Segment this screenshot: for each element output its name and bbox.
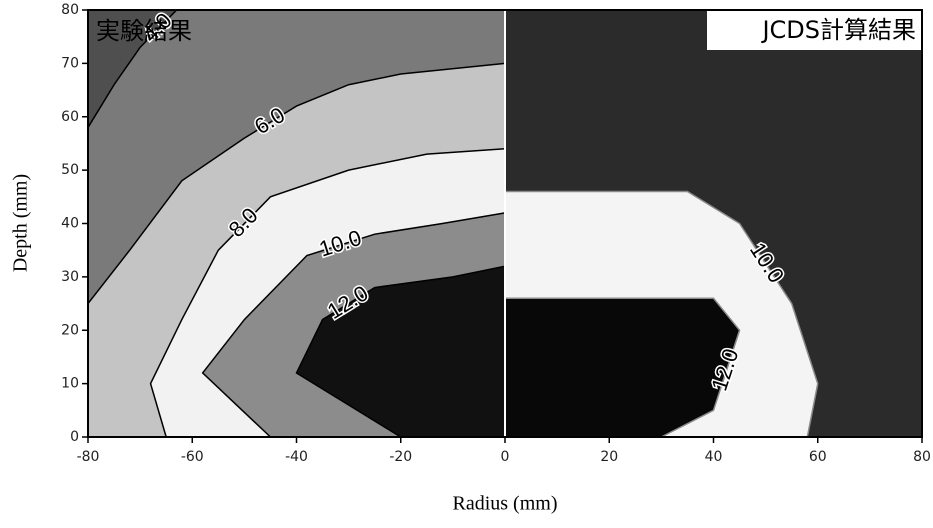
y-tick-label: 30 bbox=[61, 269, 79, 285]
x-tick-label: 0 bbox=[501, 449, 510, 465]
y-axis-label: Depth (mm) bbox=[10, 174, 32, 272]
contour-line bbox=[295, 265, 506, 438]
x-tick-label: 20 bbox=[600, 449, 618, 465]
panel-label: 実験結果 bbox=[96, 17, 192, 45]
x-tick-label: 80 bbox=[913, 449, 931, 465]
y-tick-label: 70 bbox=[61, 55, 79, 71]
y-tick-label: 10 bbox=[61, 376, 79, 392]
panel-label-box bbox=[707, 10, 922, 50]
contour-region bbox=[505, 298, 740, 437]
y-tick-label: 60 bbox=[61, 109, 79, 125]
contour-line bbox=[505, 297, 741, 438]
y-tick-label: 0 bbox=[70, 429, 79, 445]
x-axis-label: Radius (mm) bbox=[453, 493, 558, 515]
x-tick-label: 60 bbox=[809, 449, 827, 465]
x-tick-label: -80 bbox=[77, 449, 100, 465]
contour-region bbox=[296, 266, 505, 437]
x-tick-label: 40 bbox=[705, 449, 723, 465]
x-tick-label: -40 bbox=[285, 449, 308, 465]
contour-line bbox=[201, 212, 506, 438]
y-tick-label: 40 bbox=[61, 216, 79, 232]
x-tick-label: -20 bbox=[389, 449, 412, 465]
contour-line bbox=[505, 190, 819, 438]
x-tick-label: -60 bbox=[181, 449, 204, 465]
y-tick-label: 80 bbox=[61, 2, 79, 18]
panel-label: JCDS計算結果 bbox=[760, 16, 916, 44]
y-tick-label: 50 bbox=[61, 162, 79, 178]
contour-line bbox=[87, 62, 506, 305]
contour-line bbox=[149, 148, 506, 438]
y-tick-label: 20 bbox=[61, 322, 79, 338]
